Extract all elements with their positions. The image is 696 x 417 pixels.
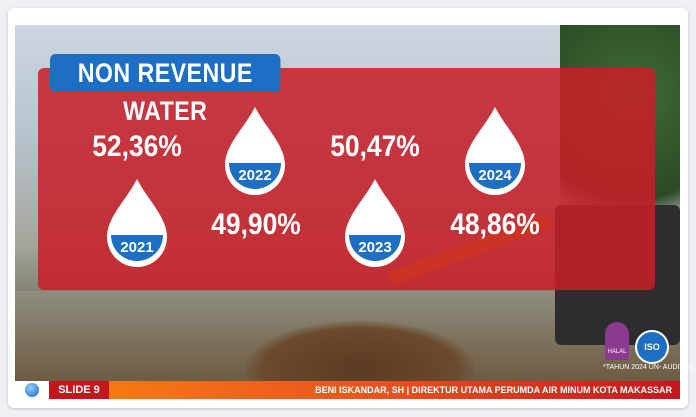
dirt-pile [245,321,475,381]
water-drop-icon: 2022 [221,105,289,197]
page-title: NON REVENUE WATER [50,54,281,126]
water-drop-icon: 2024 [461,105,529,197]
value-2023: 50,47% [330,130,420,163]
audit-note: *TAHUN 2024 UN- AUDITED [603,364,694,371]
company-logo-icon [25,383,39,397]
presenter-info: BENI ISKANDAR, SH | DIREKTUR UTAMA PERUM… [109,381,680,399]
footer-bar: SLIDE 9 BENI ISKANDAR, SH | DIREKTUR UTA… [15,381,680,399]
water-drop-icon: 2023 [341,177,409,269]
slide-number: SLIDE 9 [49,381,109,399]
year-label: 2023 [358,239,392,256]
year-label: 2024 [478,167,512,184]
year-label: 2022 [238,167,272,184]
water-drop-icon: 2021 [103,177,171,269]
halal-logo: HALAL [605,322,629,360]
iso-logo: ISO [635,330,669,364]
value-2022: 49,90% [211,208,301,241]
year-label: 2021 [120,239,154,256]
value-2024: 48,86% [450,208,540,241]
value-2021: 52,36% [92,130,182,163]
